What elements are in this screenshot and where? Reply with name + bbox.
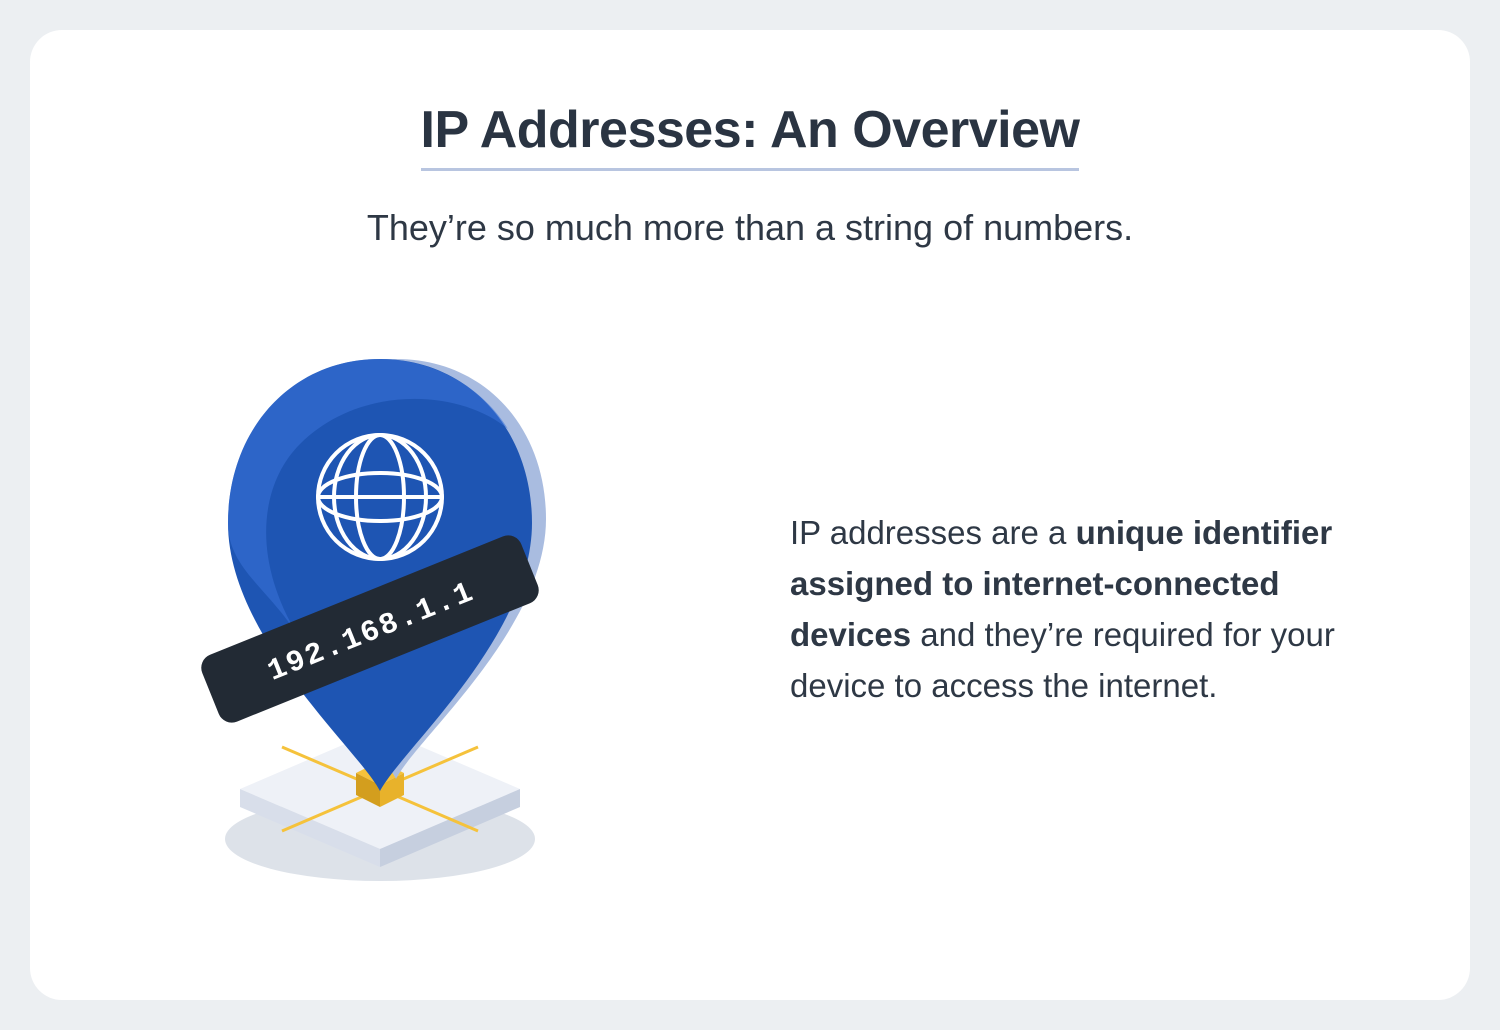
page-title: IP Addresses: An Overview <box>421 100 1080 171</box>
content-row: 192.168.1.1 IP addresses are a unique id… <box>110 329 1390 889</box>
body-prefix: IP addresses are a <box>790 514 1076 551</box>
page-subtitle: They’re so much more than a string of nu… <box>367 207 1133 249</box>
ip-pin-illustration: 192.168.1.1 <box>150 329 610 889</box>
info-card: IP Addresses: An Overview They’re so muc… <box>30 30 1470 1000</box>
body-text: IP addresses are a unique identifier ass… <box>790 507 1350 712</box>
